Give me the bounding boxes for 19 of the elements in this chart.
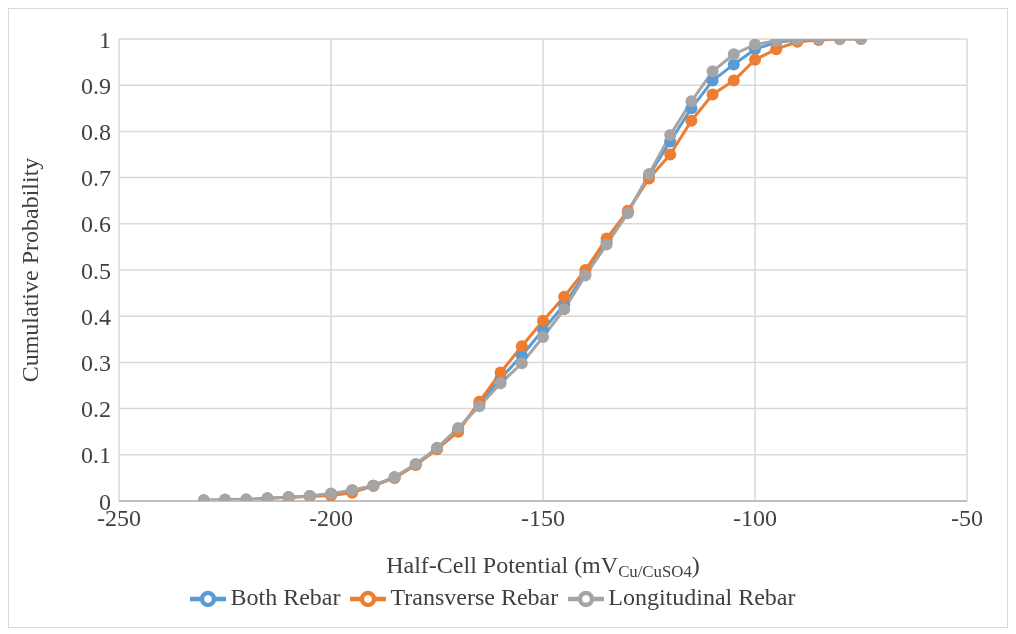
y-tick-label: 1 (99, 26, 111, 53)
legend-label: Longitudinal Rebar (608, 583, 796, 610)
y-tick-label: 0.6 (81, 211, 111, 238)
legend-label: Transverse Rebar (390, 583, 559, 610)
y-axis-title: Cumulative Probability (16, 157, 43, 383)
x-tick-label: -150 (521, 505, 565, 532)
y-tick-label: 0.2 (81, 396, 111, 423)
x-axis-title: Half-Cell Potential (mV$_{Cu/CuSO4}$) (386, 552, 700, 582)
y-tick-label: 0.9 (81, 72, 111, 99)
y-tick-label: 0.5 (81, 257, 111, 284)
y-tick-label: 0.3 (81, 349, 111, 376)
y-tick-label: 0.1 (81, 442, 111, 469)
y-tick-label: 0.4 (81, 303, 111, 330)
x-tick-label: -100 (733, 505, 777, 532)
y-tick-label: 0.8 (81, 118, 111, 145)
y-tick-label: 0.7 (81, 165, 111, 192)
legend-label: Both Rebar (230, 583, 341, 610)
x-tick-label: -200 (309, 505, 353, 532)
x-tick-label: -50 (951, 505, 983, 532)
